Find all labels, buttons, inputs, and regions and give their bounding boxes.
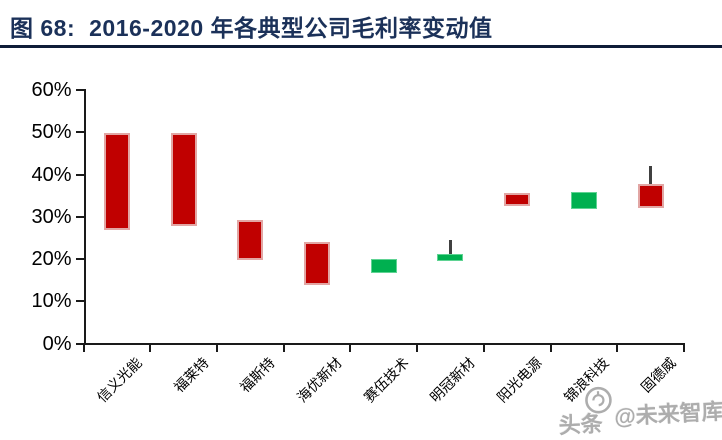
candle-阳光电源 <box>504 192 531 206</box>
candle-福斯特 <box>237 219 264 261</box>
y-axis-line <box>83 89 86 345</box>
y-axis-tick <box>75 131 84 134</box>
candle-赛伍技术 <box>370 259 397 274</box>
candle-固德威 <box>637 184 664 209</box>
x-axis-tick <box>215 345 218 352</box>
x-axis-category-text: 福莱特 <box>170 354 212 396</box>
candle-福莱特 <box>170 132 197 226</box>
candle-海优新材 <box>304 241 331 286</box>
y-axis-tick <box>75 300 84 303</box>
x-axis-category-text: 明冠新材 <box>427 354 479 406</box>
figure-title-text: 2016-2020 年各典型公司毛利率变动值 <box>89 15 493 41</box>
candle-high-whisker <box>649 166 653 185</box>
y-axis-tick-label: 30% <box>31 205 72 228</box>
toutiao-logo-icon <box>585 386 612 414</box>
x-axis-category-text: 赛伍技术 <box>360 354 412 406</box>
figure-number-label: 图 68: <box>10 15 76 41</box>
x-axis-category-text: 阳光电源 <box>494 354 545 406</box>
x-axis-tick <box>82 345 85 352</box>
y-axis-tick <box>75 258 84 260</box>
toutiao-watermark: 头条 @未来智库 <box>557 378 722 440</box>
x-axis-tick <box>282 345 285 352</box>
candle-明冠新材 <box>437 253 464 262</box>
candle-high-whisker <box>448 239 452 254</box>
x-axis-tick <box>349 345 352 352</box>
x-axis-category-text: 海优新材 <box>293 354 345 406</box>
y-axis-tick-label: 60% <box>31 79 72 101</box>
x-axis-tick <box>149 345 152 352</box>
x-axis-line <box>83 343 685 345</box>
y-axis-tick <box>75 215 84 218</box>
x-axis-tick <box>683 345 685 352</box>
x-axis-category-text: 福斯特 <box>237 354 279 396</box>
y-axis-tick <box>75 342 84 345</box>
y-axis-tick <box>75 89 84 91</box>
x-axis-tick <box>482 345 485 352</box>
y-axis-tick-label: 40% <box>31 163 72 186</box>
figure-title: 图 68: 2016-2020 年各典型公司毛利率变动值 <box>10 9 715 43</box>
y-axis-tick-label: 0% <box>42 332 72 355</box>
candle-锦浪科技 <box>570 191 597 210</box>
x-axis-tick <box>549 345 552 352</box>
y-axis-tick-label: 10% <box>31 290 72 313</box>
x-axis-tick <box>416 345 419 352</box>
y-axis-tick-label: 20% <box>31 248 72 270</box>
y-axis-tick <box>75 173 84 176</box>
watermark-handle-text: @未来智库 <box>613 398 722 430</box>
y-axis-tick-label: 50% <box>31 121 72 144</box>
x-axis-tick <box>616 345 619 352</box>
title-divider <box>0 45 722 48</box>
x-axis-category-text: 信义光能 <box>93 354 145 406</box>
candle-信义光能 <box>103 133 130 231</box>
